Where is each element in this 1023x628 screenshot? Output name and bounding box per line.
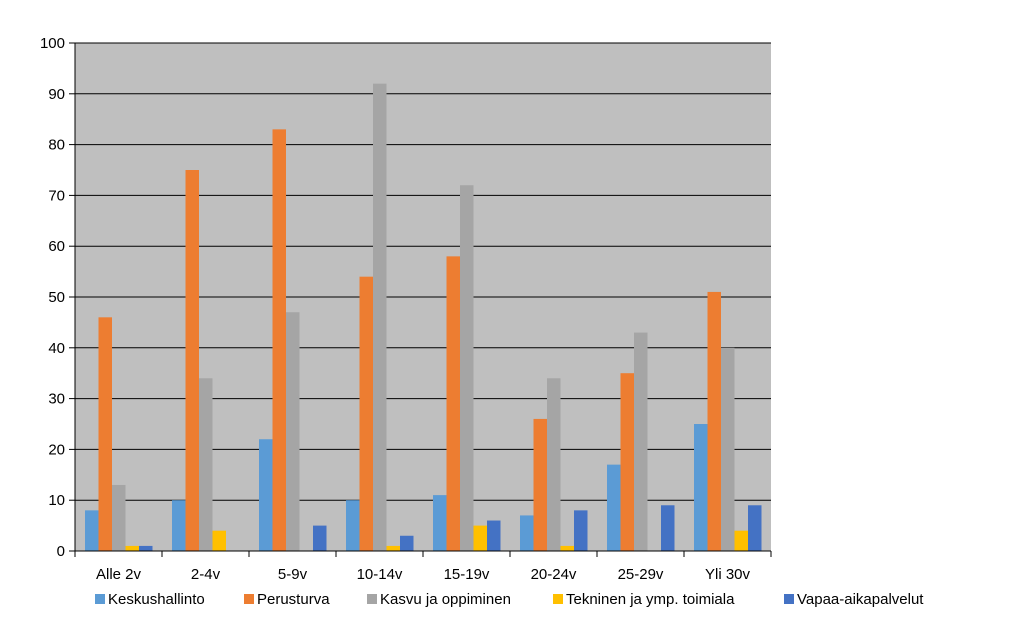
legend: Keskushallinto Perusturva Kasvu ja oppimin… bbox=[95, 591, 924, 608]
bar bbox=[400, 535, 414, 551]
bar bbox=[386, 545, 400, 551]
bar bbox=[574, 510, 588, 551]
legend-swatch bbox=[244, 594, 254, 604]
bar bbox=[212, 530, 226, 551]
bar bbox=[634, 332, 648, 551]
y-tick-label: 40 bbox=[48, 340, 65, 357]
bar bbox=[313, 525, 327, 551]
bar bbox=[125, 545, 139, 551]
y-tick-label: 60 bbox=[48, 238, 65, 255]
bar bbox=[272, 129, 286, 552]
bar bbox=[185, 170, 199, 551]
legend-swatch bbox=[367, 594, 377, 604]
legend-label: Tekninen ja ymp. toimiala bbox=[566, 591, 735, 608]
bar bbox=[460, 185, 474, 552]
bar bbox=[560, 545, 574, 551]
y-tick-label: 80 bbox=[48, 137, 65, 154]
x-axis-ticks: Alle 2v 2-4v 5-9v 10-14v 15-19v 20-24v 25-29v Y… bbox=[74, 551, 772, 583]
bar bbox=[533, 418, 547, 551]
legend-swatch bbox=[784, 594, 794, 604]
y-tick-label: 70 bbox=[48, 187, 65, 204]
bar bbox=[373, 83, 387, 551]
bars bbox=[85, 83, 762, 552]
y-tick-label: 50 bbox=[48, 289, 65, 306]
y-tick-label: 10 bbox=[48, 492, 65, 509]
y-tick-label: 0 bbox=[57, 543, 65, 560]
bar bbox=[694, 424, 708, 551]
bar bbox=[721, 347, 735, 551]
bar bbox=[734, 530, 748, 551]
y-tick-label: 90 bbox=[48, 86, 65, 103]
bar bbox=[487, 520, 501, 551]
x-tick-label: 25-29v bbox=[618, 566, 664, 583]
bar bbox=[748, 505, 762, 551]
bar bbox=[172, 500, 186, 551]
x-tick-label: 10-14v bbox=[357, 566, 403, 583]
y-tick-label: 100 bbox=[40, 35, 65, 52]
bar bbox=[259, 439, 273, 551]
bar bbox=[139, 545, 153, 551]
x-tick-label: Alle 2v bbox=[96, 566, 142, 583]
legend-swatch bbox=[553, 594, 563, 604]
y-tick-label: 30 bbox=[48, 391, 65, 408]
legend-swatch bbox=[95, 594, 105, 604]
legend-label: Vapaa-aikapalvelut bbox=[797, 591, 924, 608]
legend-label: Perusturva bbox=[257, 591, 330, 608]
bar bbox=[520, 515, 534, 551]
x-tick-label: 2-4v bbox=[191, 566, 221, 583]
y-tick-label: 20 bbox=[48, 441, 65, 458]
bar bbox=[607, 464, 621, 551]
bar bbox=[620, 373, 634, 551]
bar bbox=[199, 378, 213, 551]
x-tick-label: 20-24v bbox=[531, 566, 577, 583]
bar bbox=[359, 276, 373, 551]
bar bbox=[433, 495, 447, 551]
x-tick-label: Yli 30v bbox=[705, 566, 751, 583]
bar bbox=[661, 505, 675, 551]
legend-label: Kasvu ja oppiminen bbox=[380, 591, 511, 608]
x-tick-label: 5-9v bbox=[278, 566, 308, 583]
bar bbox=[473, 525, 487, 551]
bar bbox=[707, 291, 721, 551]
bar bbox=[98, 317, 112, 551]
y-axis-ticks: 0 10 20 30 40 50 60 70 80 90 100 bbox=[40, 35, 75, 560]
bar bbox=[547, 378, 561, 551]
bar bbox=[286, 312, 300, 551]
bar bbox=[112, 484, 126, 551]
bar bbox=[85, 510, 99, 551]
x-tick-label: 15-19v bbox=[444, 566, 490, 583]
bar bbox=[446, 256, 460, 551]
bar bbox=[346, 500, 360, 551]
legend-label: Keskushallinto bbox=[108, 591, 205, 608]
